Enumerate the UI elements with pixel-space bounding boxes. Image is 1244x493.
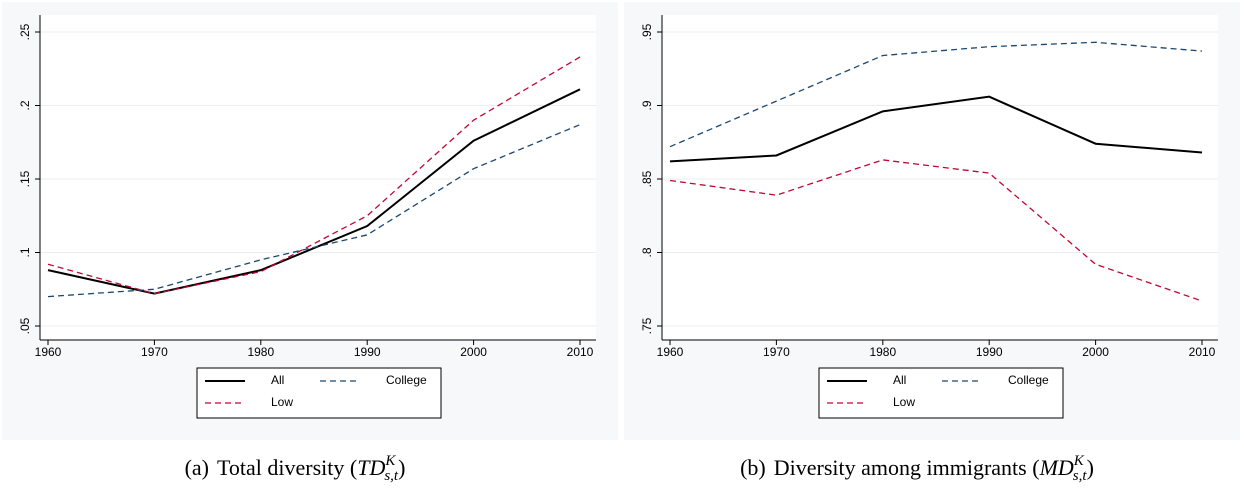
legend-label: Low bbox=[271, 395, 293, 409]
caption-label: (a) bbox=[185, 455, 209, 480]
legend: All College Low bbox=[818, 367, 1064, 419]
legend-label: All bbox=[271, 373, 284, 387]
series-line bbox=[669, 159, 1203, 302]
series-line bbox=[47, 56, 581, 295]
plot-area bbox=[40, 15, 596, 340]
y-tick-label: .9 bbox=[640, 100, 654, 110]
y-tick-label: .95 bbox=[640, 23, 654, 40]
x-tick-label: 2010 bbox=[567, 345, 594, 359]
legend: All College Low bbox=[196, 367, 442, 419]
caption-sub: s,t bbox=[1073, 468, 1088, 484]
x-tick-label: 2000 bbox=[1082, 345, 1109, 359]
legend-label: College bbox=[386, 373, 427, 387]
x-tick-label: 1970 bbox=[763, 345, 790, 359]
plot-area bbox=[662, 15, 1218, 340]
series-line bbox=[669, 95, 1203, 163]
caption-math: TD bbox=[357, 455, 385, 480]
y-tick-label: .05 bbox=[18, 317, 32, 334]
chart-panel: .05 .1 .15 .2 .25 1960 1970 1980 1990 2000 2010 All… bbox=[2, 2, 618, 484]
caption-sup: K bbox=[1073, 453, 1085, 469]
x-tick-label: 1960 bbox=[657, 345, 684, 359]
y-tick-label: .25 bbox=[18, 23, 32, 40]
caption: (a) Total diversity (TDK s,t) bbox=[185, 453, 406, 484]
legend-box bbox=[196, 367, 442, 419]
x-tick-label: 2010 bbox=[1189, 345, 1216, 359]
x-tick-label: 2000 bbox=[460, 345, 487, 359]
caption-close: ) bbox=[1087, 455, 1094, 480]
x-tick-label: 1960 bbox=[35, 345, 62, 359]
legend-label: Low bbox=[893, 395, 915, 409]
series-line bbox=[47, 88, 581, 295]
series-line bbox=[47, 124, 581, 298]
x-tick-label: 1970 bbox=[141, 345, 168, 359]
y-tick-label: .75 bbox=[640, 317, 654, 334]
x-tick-label: 1990 bbox=[976, 345, 1003, 359]
y-tick-label: .85 bbox=[640, 170, 654, 187]
y-tick-label: .2 bbox=[18, 100, 32, 110]
legend-box bbox=[818, 367, 1064, 419]
caption-text: Total diversity ( bbox=[217, 455, 357, 480]
y-tick-label: .8 bbox=[640, 247, 654, 257]
caption-text: Diversity among immigrants ( bbox=[774, 455, 1040, 480]
y-tick-label: .15 bbox=[18, 170, 32, 187]
legend-label: All bbox=[893, 373, 906, 387]
caption-close: ) bbox=[398, 455, 405, 480]
x-tick-label: 1980 bbox=[869, 345, 896, 359]
chart-panel: .75 .8 .85 .9 .95 1960 1970 1980 1990 2000 2010 All… bbox=[624, 2, 1240, 484]
x-tick-label: 1990 bbox=[354, 345, 381, 359]
y-tick-label: .1 bbox=[18, 247, 32, 257]
legend-label: College bbox=[1008, 373, 1049, 387]
caption-sub: s,t bbox=[384, 468, 399, 484]
caption-math: MD bbox=[1039, 455, 1074, 480]
caption: (b) Diversity among immigrants (MDK s,t) bbox=[740, 453, 1094, 484]
caption-sup: K bbox=[384, 453, 396, 469]
series-line bbox=[669, 41, 1203, 148]
x-tick-label: 1980 bbox=[247, 345, 274, 359]
caption-label: (b) bbox=[740, 455, 766, 480]
